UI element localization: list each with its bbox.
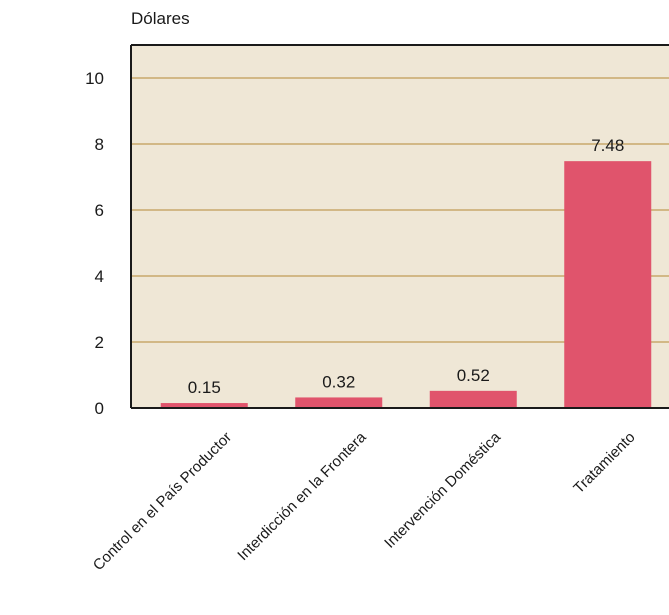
y-tick-labels: 0 2 4 6 8 10 [85,69,104,418]
data-label: 0.15 [188,378,221,397]
data-labels: 0.15 0.32 0.52 7.48 [188,136,625,397]
y-tick-label: 0 [95,399,104,418]
bar [429,390,517,408]
bar [160,403,248,408]
y-tick-label: 8 [95,135,104,154]
category-label: Intervención Doméstica [381,428,504,551]
category-label: Tratamiento [570,429,638,497]
y-axis-label: Dólares [131,9,190,28]
data-label: 0.32 [322,372,355,391]
category-label: Interdicción en la Frontera [234,428,370,564]
bar [564,161,652,408]
y-tick-label: 6 [95,201,104,220]
y-tick-label: 10 [85,69,104,88]
y-tick-label: 2 [95,333,104,352]
data-label: 0.52 [457,366,490,385]
data-label: 7.48 [591,136,624,155]
bars [160,161,652,408]
category-label: Control en el País Productor [90,429,235,574]
category-labels: Control en el País Productor Interdicción… [90,428,639,574]
y-tick-label: 4 [95,267,104,286]
bar [295,397,383,408]
